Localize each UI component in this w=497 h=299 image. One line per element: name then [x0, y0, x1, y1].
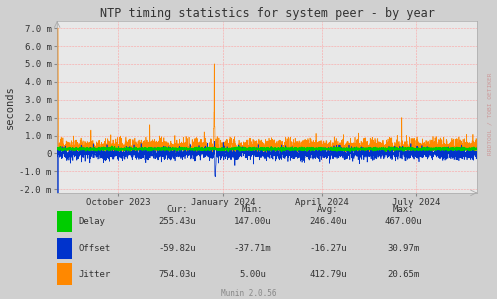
Text: Cur:: Cur: [166, 205, 187, 214]
Text: 412.79u: 412.79u [309, 269, 347, 278]
Text: Jitter: Jitter [78, 269, 110, 278]
Bar [57, 211, 72, 232]
Text: -16.27u: -16.27u [309, 244, 347, 253]
Text: 754.03u: 754.03u [158, 269, 196, 278]
Title: NTP timing statistics for system peer - by year: NTP timing statistics for system peer - … [100, 7, 434, 20]
Text: Delay: Delay [78, 217, 105, 226]
Text: -59.82u: -59.82u [158, 244, 196, 253]
Text: 5.00u: 5.00u [239, 269, 266, 278]
Text: Munin 2.0.56: Munin 2.0.56 [221, 289, 276, 298]
Text: Offset: Offset [78, 244, 110, 253]
Text: Avg:: Avg: [317, 205, 339, 214]
Text: -37.71m: -37.71m [234, 244, 271, 253]
Y-axis label: seconds: seconds [5, 85, 15, 129]
Text: RRDTOOL / TOBI OETIKER: RRDTOOL / TOBI OETIKER [487, 72, 492, 155]
Text: 20.65m: 20.65m [388, 269, 420, 278]
Bar [57, 263, 72, 285]
Text: 246.40u: 246.40u [309, 217, 347, 226]
Text: Min:: Min: [242, 205, 263, 214]
Text: 255.43u: 255.43u [158, 217, 196, 226]
Text: Max:: Max: [393, 205, 414, 214]
Text: 30.97m: 30.97m [388, 244, 420, 253]
Bar [57, 238, 72, 259]
Text: 467.00u: 467.00u [385, 217, 422, 226]
Text: 147.00u: 147.00u [234, 217, 271, 226]
